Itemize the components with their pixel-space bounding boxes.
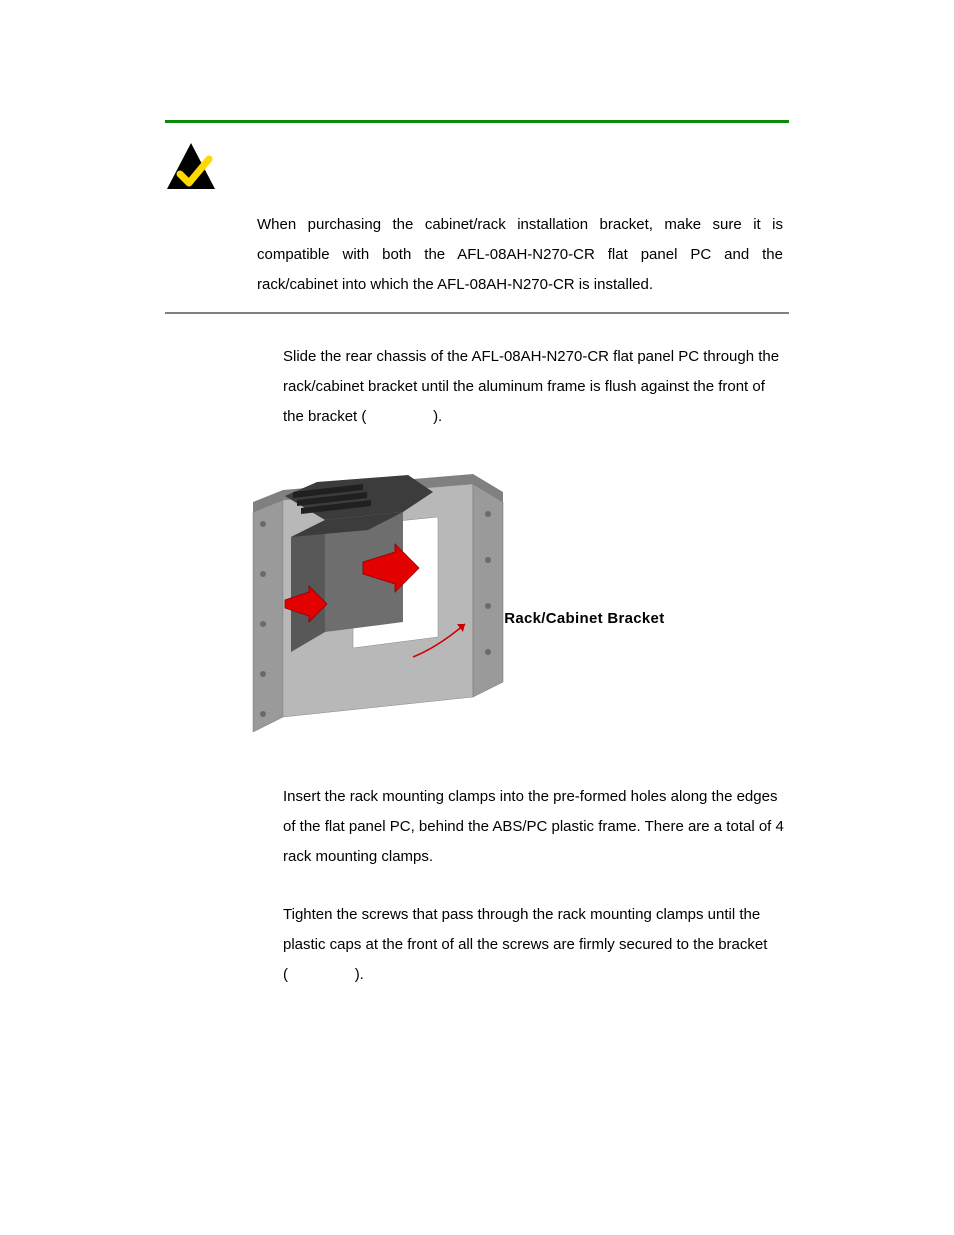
step-4-text-post: ). [355, 966, 364, 983]
chassis-side [291, 520, 325, 652]
step-2-paragraph: Slide the rear chassis of the AFL-08AH-N… [283, 342, 789, 432]
step-4-paragraph: Tighten the screws that pass through the… [283, 900, 789, 990]
bracket-left-flange [253, 500, 283, 732]
document-page: When purchasing the cabinet/rack install… [0, 0, 954, 1235]
note-icon-row [165, 135, 789, 210]
bracket-hole [485, 603, 491, 609]
step-2-figref-gap [366, 408, 433, 425]
figure-svg [163, 442, 583, 742]
bracket-hole [485, 649, 491, 655]
bracket-hole [260, 671, 266, 677]
note-block: When purchasing the cabinet/rack install… [165, 135, 789, 300]
rule-top-green [165, 120, 789, 123]
note-paragraph: When purchasing the cabinet/rack install… [257, 210, 783, 300]
figure-rack-cabinet: Rack/Cabinet Bracket [163, 442, 723, 742]
bracket-hole [485, 511, 491, 517]
step-3-paragraph: Insert the rack mounting clamps into the… [283, 782, 789, 872]
step-4-figref-gap [288, 966, 355, 983]
rule-mid-gray [165, 312, 789, 314]
figure-label-rack-cabinet-bracket: Rack/Cabinet Bracket [504, 610, 664, 627]
bracket-hole [260, 711, 266, 717]
bracket-hole [260, 521, 266, 527]
step-2-text-pre: Slide the rear chassis of the AFL-08AH-N… [283, 348, 779, 425]
bracket-hole [260, 621, 266, 627]
bracket-hole [260, 571, 266, 577]
bracket-hole [485, 557, 491, 563]
warning-check-icon [165, 180, 217, 197]
steps-block: Slide the rear chassis of the AFL-08AH-N… [283, 342, 789, 990]
step-2-text-post: ). [433, 408, 442, 425]
